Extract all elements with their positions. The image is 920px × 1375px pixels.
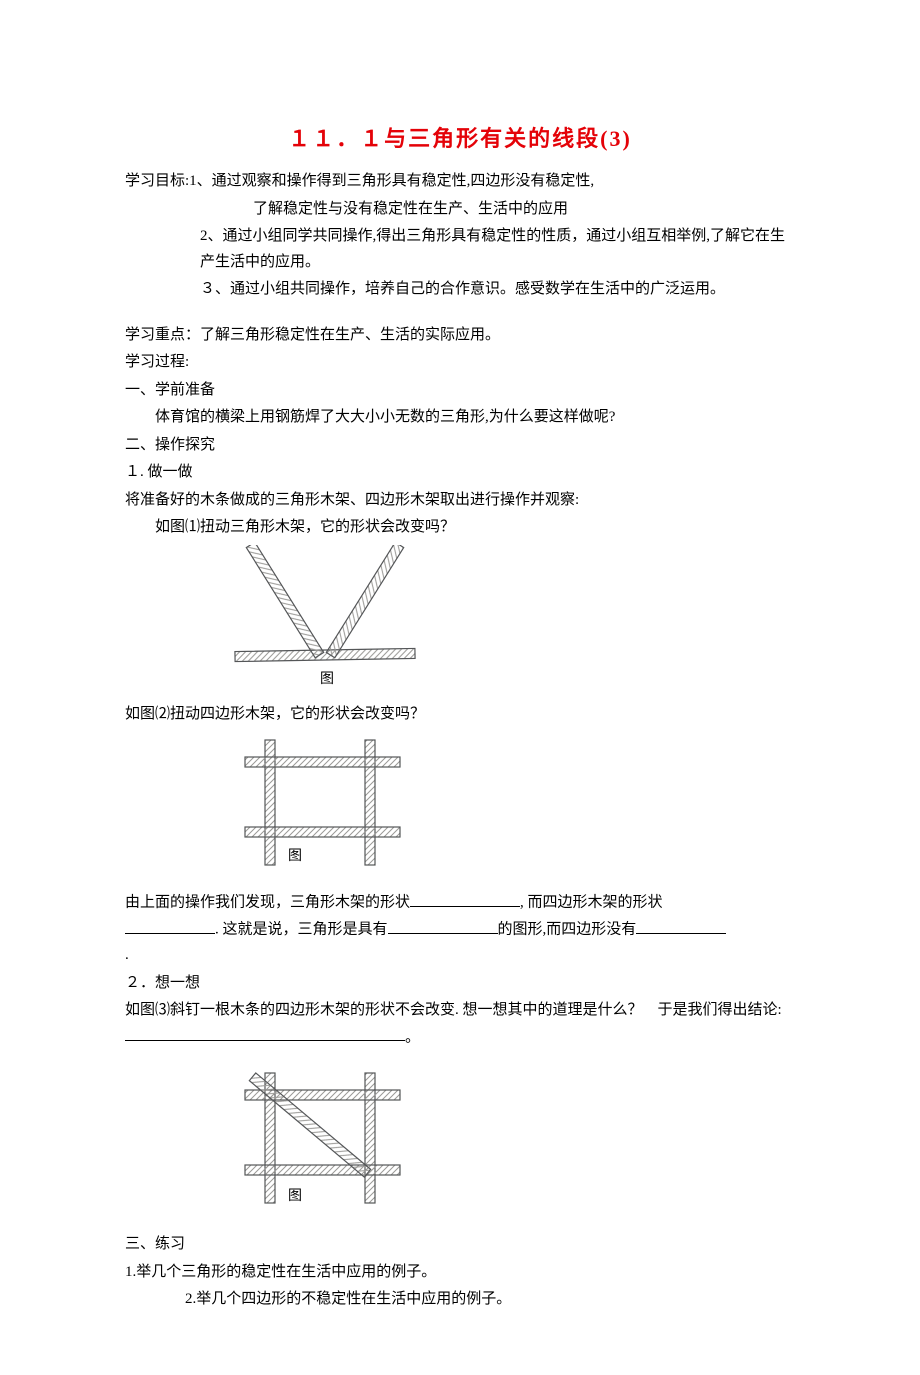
figure-1: 图 (125, 545, 795, 695)
figure-2: 图 (125, 732, 795, 882)
figure-3: 图 (125, 1065, 795, 1225)
blank-2 (125, 916, 215, 934)
exercise-2: 2.举几个四边形的不稳定性在生活中应用的例子。 (125, 1287, 795, 1313)
observe-b: , 而四边形木架的形状 (520, 895, 663, 911)
figure-3-caption: 如图⑶斜钉一根木条的四边形木架的形状不会改变. 想一想其中的道理是什么？ 于是我… (125, 998, 795, 1051)
section-2-heading: 二、操作探究 (125, 433, 795, 459)
observe-a: 由上面的操作我们发现，三角形木架的形状 (125, 895, 410, 911)
observation-paragraph: 由上面的操作我们发现，三角形木架的形状 , 而四边形木架的形状 . 这就是说，三角… (125, 889, 795, 969)
observe-d: 的图形,而四边形没有 (498, 922, 637, 938)
figure-1-label-text: 图 (320, 672, 334, 685)
goal-1-line2: 了解稳定性与没有稳定性在生产、生活中的应用 (125, 197, 795, 223)
blank-3 (388, 916, 498, 934)
observe-c: . 这就是说，三角形是具有 (215, 922, 388, 938)
blank-4 (636, 916, 726, 934)
figure-2-text-a: 如图⑵扭动四边形木架，它的形状会改变吗？ (125, 706, 425, 722)
page-root: １１．１与三角形有关的线段(3) 学习目标:1、通过观察和操作得到三角形具有稳定… (0, 0, 920, 1375)
learning-goals-block: 学习目标:1、通过观察和操作得到三角形具有稳定性,四边形没有稳定性, (125, 169, 795, 195)
blank-conclusion (125, 1024, 405, 1042)
figure-2-label-text: 图 (288, 849, 302, 864)
section-1-text: 体育馆的横梁上用钢筋焊了大大小小无数的三角形,为什么要这样做呢? (125, 405, 795, 431)
document-title: １１．１与三角形有关的线段(3) (125, 120, 795, 157)
focus-label: 学习重点： (125, 327, 200, 343)
section-3-heading: 三、练习 (125, 1232, 795, 1258)
goal-2: 2、通过小组同学共同操作,得出三角形具有稳定性的性质，通过小组互相举例,了解它在… (125, 224, 795, 275)
process-label: 学习过程: (125, 350, 795, 376)
section-1-heading: 一、学前准备 (125, 378, 795, 404)
goal-3: ３、通过小组共同操作，培养自己的合作意识。感受数学在生活中的广泛运用。 (125, 277, 795, 303)
section-2-intro: 将准备好的木条做成的三角形木架、四边形木架取出进行操作并观察: (125, 488, 795, 514)
focus-line: 学习重点：了解三角形稳定性在生产、生活的实际应用。 (125, 323, 795, 349)
figure-3-tail: 于是我们得出结论: (658, 1002, 782, 1018)
figure-2-caption-line: 如图⑵扭动四边形木架，它的形状会改变吗？ (125, 702, 795, 728)
section-2-sub2: ２．想一想 (125, 971, 795, 997)
observe-e: . (125, 947, 129, 963)
figure-1-text: 如图⑴扭动三角形木架，它的形状会改变吗？ (155, 519, 455, 535)
goals-label: 学习目标: (125, 173, 189, 189)
focus-text: 了解三角形稳定性在生产、生活的实际应用。 (200, 327, 500, 343)
figure-3-text: 如图⑶斜钉一根木条的四边形木架的形状不会改变. 想一想其中的道理是什么？ (125, 1002, 643, 1018)
blank-1 (410, 889, 520, 907)
goal-1-line1: 1、通过观察和操作得到三角形具有稳定性,四边形没有稳定性, (189, 173, 594, 189)
exercise-1: 1.举几个三角形的稳定性在生活中应用的例子。 (125, 1260, 795, 1286)
figure-3-label-text: 图 (288, 1189, 302, 1204)
figure-1-caption: 如图⑴扭动三角形木架，它的形状会改变吗？ (125, 515, 795, 541)
section-2-sub1: １. 做一做 (125, 460, 795, 486)
